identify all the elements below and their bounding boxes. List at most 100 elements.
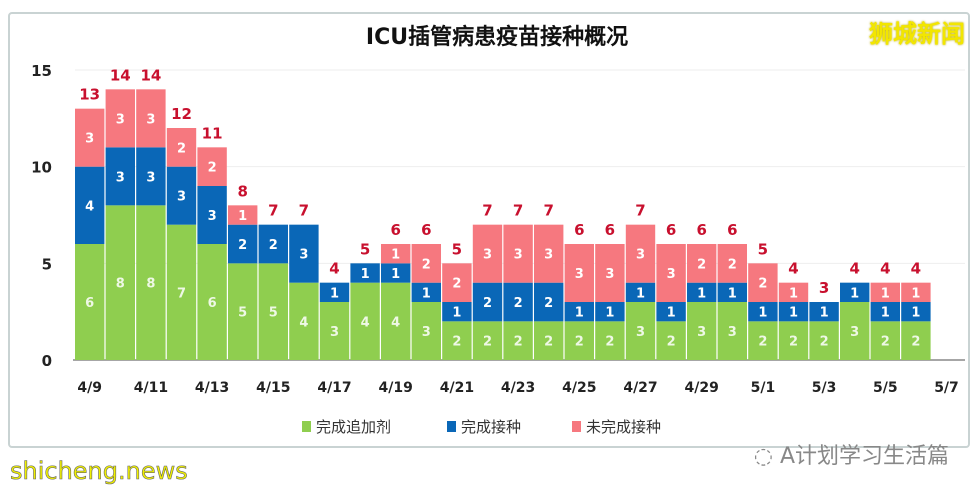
segment-value-label: 2: [820, 335, 829, 350]
segment-value-label: 5: [238, 306, 247, 321]
segment-value-label: 1: [452, 306, 461, 321]
watermark: shicheng.news: [10, 457, 188, 486]
bar-segment: [809, 302, 839, 322]
segment-value-label: 4: [391, 315, 400, 330]
segment-value-label: 3: [116, 170, 125, 185]
bar-segment: [656, 321, 686, 360]
segment-value-label: 1: [391, 267, 400, 282]
bar-segment: [166, 166, 197, 225]
segment-value-label: 2: [911, 335, 920, 350]
bar-segment: [503, 224, 533, 283]
bar-segment: [136, 89, 166, 148]
total-label: 5: [758, 240, 768, 258]
y-tick-label: 5: [42, 255, 52, 273]
legend-label: 完成追加剂: [316, 418, 391, 436]
bar-segment: [778, 321, 809, 360]
bar-segment: [319, 282, 350, 302]
bar-segment: [901, 302, 931, 322]
bar-segment: [258, 263, 288, 360]
total-label: 7: [543, 202, 553, 220]
segment-value-label: 4: [361, 315, 370, 330]
segment-value-label: 2: [605, 335, 614, 350]
total-label: 7: [513, 202, 523, 220]
total-label: 14: [140, 66, 161, 84]
segment-value-label: 2: [575, 335, 584, 350]
y-tick-label: 0: [42, 352, 52, 370]
y-tick-label: 15: [31, 62, 52, 80]
segment-value-label: 2: [238, 238, 247, 253]
segment-value-label: 8: [146, 277, 155, 292]
segment-value-label: 7: [177, 286, 186, 301]
bar-segment: [534, 282, 564, 322]
segment-value-label: 1: [697, 286, 706, 301]
total-label: 5: [360, 240, 370, 258]
segment-value-label: 2: [758, 277, 767, 292]
total-label: 11: [202, 124, 223, 142]
x-tick-label: 4/21: [440, 380, 474, 396]
segment-value-label: 2: [177, 141, 186, 156]
legend-label: 未完成接种: [586, 418, 661, 436]
total-label: 3: [819, 279, 829, 297]
total-label: 7: [299, 202, 309, 220]
segment-value-label: 1: [330, 286, 339, 301]
x-tick-label: 5/5: [873, 380, 898, 396]
segment-value-label: 1: [605, 306, 614, 321]
segment-value-label: 2: [208, 161, 217, 176]
segment-value-label: 4: [85, 199, 94, 214]
bar-segment: [350, 263, 380, 283]
bar-segment: [105, 89, 135, 148]
segment-value-label: 5: [269, 306, 278, 321]
segment-value-label: 1: [789, 286, 798, 301]
bar-segment: [411, 244, 441, 283]
bar-segment: [289, 224, 319, 283]
segment-value-label: 2: [514, 296, 523, 311]
segment-value-label: 3: [697, 325, 706, 340]
bar-segment: [197, 186, 227, 244]
segment-value-label: 1: [789, 306, 798, 321]
total-label: 4: [880, 260, 890, 278]
bar-segment: [748, 302, 778, 322]
segment-value-label: 1: [422, 286, 431, 301]
x-tick-label: 4/9: [77, 380, 102, 396]
total-label: 7: [268, 202, 278, 220]
segment-value-label: 1: [361, 267, 370, 282]
x-tick-label: 4/23: [501, 380, 535, 396]
bar-segment: [442, 263, 472, 302]
x-tick-label: 5/7: [934, 380, 959, 396]
segment-value-label: 1: [575, 306, 584, 321]
x-tick-label: 4/17: [317, 380, 351, 396]
bar-segment: [870, 321, 900, 360]
bar-segment: [197, 147, 227, 186]
segment-value-label: 3: [299, 248, 308, 263]
bar-segment: [595, 321, 625, 360]
segment-value-label: 2: [483, 335, 492, 350]
bar-segment: [442, 321, 472, 360]
segment-value-label: 2: [728, 257, 737, 272]
bar-segment: [625, 302, 656, 360]
bar-segment: [625, 224, 656, 283]
bar-segment: [411, 282, 441, 302]
bar-segment: [105, 205, 135, 360]
bar-segment: [717, 244, 747, 283]
bar-segment: [503, 282, 533, 322]
segment-value-label: 2: [452, 335, 461, 350]
x-tick-label: 4/27: [623, 380, 657, 396]
bar-segment: [75, 108, 105, 167]
segment-value-label: 1: [911, 286, 920, 301]
x-tick-label: 4/25: [562, 380, 596, 396]
bar-segment: [717, 302, 747, 360]
bar-segment: [503, 321, 533, 360]
bar-segment: [840, 282, 870, 302]
total-label: 4: [788, 260, 798, 278]
bar-segment: [564, 244, 594, 302]
total-label: 6: [696, 221, 706, 239]
wechat-account-name: A计划学习生活篇: [779, 444, 949, 469]
bar-segment: [870, 282, 900, 302]
bar-segment: [901, 282, 931, 302]
total-label: 6: [574, 221, 584, 239]
bar-segment: [656, 302, 686, 322]
bar-segment: [350, 282, 380, 360]
x-tick-label: 4/11: [134, 380, 168, 396]
bar-segment: [778, 302, 809, 322]
